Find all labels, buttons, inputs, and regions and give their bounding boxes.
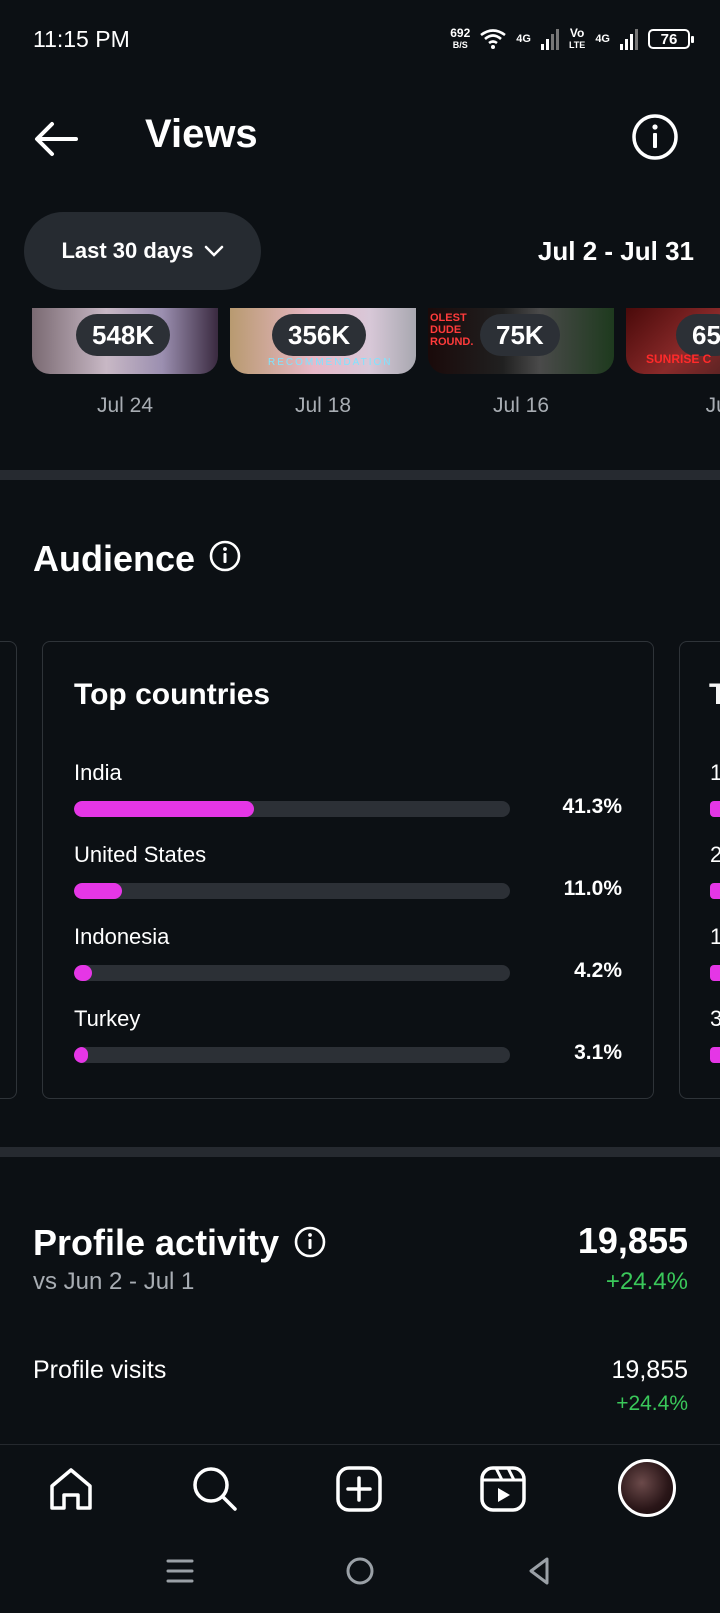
wifi-icon <box>480 29 507 49</box>
profile-avatar[interactable] <box>618 1459 676 1517</box>
country-name: United States <box>74 842 207 867</box>
country-bar <box>74 965 510 981</box>
back-arrow-icon[interactable] <box>30 112 84 166</box>
audience-title: Audience <box>33 538 196 579</box>
content-thumbnail[interactable]: 65 SUNRISE C <box>626 308 720 374</box>
menu-icon[interactable] <box>163 1554 197 1588</box>
signal-1-label: 4G <box>516 33 531 45</box>
thumbnail-date: Jul 24 <box>96 394 154 417</box>
country-bar-fill <box>74 1047 88 1063</box>
bottom-nav <box>0 1444 720 1613</box>
country-bar <box>74 1047 510 1063</box>
next-card-bar <box>710 801 720 817</box>
home-circle-icon[interactable] <box>343 1554 377 1588</box>
next-audience-card[interactable] <box>679 641 720 1099</box>
top-content-row: 548K Jul 24 356K RECOMMENDATION Jul 18 7… <box>0 308 720 418</box>
create-post-icon[interactable] <box>334 1464 384 1514</box>
back-triangle-icon[interactable] <box>523 1554 557 1588</box>
thumbnail-date: Jul 16 <box>492 394 550 417</box>
date-range-dropdown[interactable]: Last 30 days <box>24 212 261 290</box>
card-title: Top countries <box>74 678 271 711</box>
signal-1-icon <box>540 29 559 50</box>
next-card-row-label: 1 <box>710 924 720 949</box>
next-card-row-label: 2 <box>710 842 720 867</box>
country-bar <box>74 883 510 899</box>
country-percent: 4.2% <box>574 959 622 982</box>
views-badge: 65 <box>676 314 720 356</box>
country-bar-fill <box>74 883 122 899</box>
top-countries-card <box>42 641 654 1099</box>
reels-icon[interactable] <box>478 1464 528 1514</box>
volte-label: Vo LTE <box>568 26 586 50</box>
thumbnail-date: Jul <box>705 394 720 417</box>
profile-visits-label: Profile visits <box>33 1356 167 1384</box>
page-title: Views <box>145 112 258 156</box>
views-badge: 548K <box>76 314 171 356</box>
signal-2-label: 4G <box>595 33 610 45</box>
profile-activity-title: Profile activity <box>33 1222 280 1263</box>
views-badge: 75K <box>480 314 560 356</box>
thumbnail-date: Jul 18 <box>294 394 352 417</box>
next-card-bar <box>710 883 720 899</box>
date-range-text: Jul 2 - Jul 31 <box>537 236 694 266</box>
next-card-row-label: 3 <box>710 1006 720 1031</box>
search-icon[interactable] <box>190 1464 240 1514</box>
content-thumbnail[interactable]: 75K OLEST DUDE ROUND. <box>428 308 614 374</box>
content-thumbnail[interactable]: 548K <box>32 308 218 374</box>
next-card-row-label: 1 <box>710 760 720 785</box>
country-bar <box>74 801 510 817</box>
home-icon[interactable] <box>46 1464 96 1514</box>
country-percent: 11.0% <box>563 877 622 900</box>
country-percent: 3.1% <box>574 1041 622 1064</box>
signal-2-icon <box>620 29 638 50</box>
thumbnail-overlay-text: OLEST DUDE ROUND. <box>430 312 474 348</box>
info-icon[interactable] <box>293 1225 327 1259</box>
country-name: Turkey <box>74 1006 141 1031</box>
thumbnail-overlay-text: RECOMMENDATION <box>268 357 393 368</box>
info-icon[interactable] <box>630 112 680 162</box>
net-speed: 692 B/S <box>450 26 471 50</box>
next-card-bar <box>710 1047 720 1063</box>
thumbnail-overlay-text: SUNRISE C <box>646 352 712 366</box>
profile-visits-value: 19,855 <box>611 1356 688 1384</box>
profile-activity-change: +24.4% <box>605 1268 688 1295</box>
compare-period: vs Jun 2 - Jul 1 <box>33 1268 195 1295</box>
country-percent: 41.3% <box>562 795 622 818</box>
status-icons: 692 B/S 4G Vo LTE 4G 76 <box>450 24 694 54</box>
views-badge: 356K <box>272 314 367 356</box>
next-card-title: T <box>709 678 720 711</box>
battery-icon: 76 <box>648 29 694 49</box>
range-label: Last 30 days <box>61 238 194 263</box>
info-icon[interactable] <box>208 539 242 573</box>
next-card-bar <box>710 965 720 981</box>
country-name: India <box>74 760 122 785</box>
section-divider <box>0 1147 720 1157</box>
profile-visits-change: +24.4% <box>616 1392 688 1415</box>
chevron-down-icon <box>204 245 223 257</box>
previous-audience-card[interactable] <box>0 641 17 1099</box>
content-thumbnail[interactable]: 356K RECOMMENDATION <box>230 308 416 374</box>
profile-activity-total: 19,855 <box>577 1220 688 1261</box>
country-name: Indonesia <box>74 924 170 949</box>
country-bar-fill <box>74 965 93 981</box>
country-bar-fill <box>74 801 255 817</box>
section-divider <box>0 470 720 480</box>
status-time: 11:15 PM <box>33 26 130 52</box>
